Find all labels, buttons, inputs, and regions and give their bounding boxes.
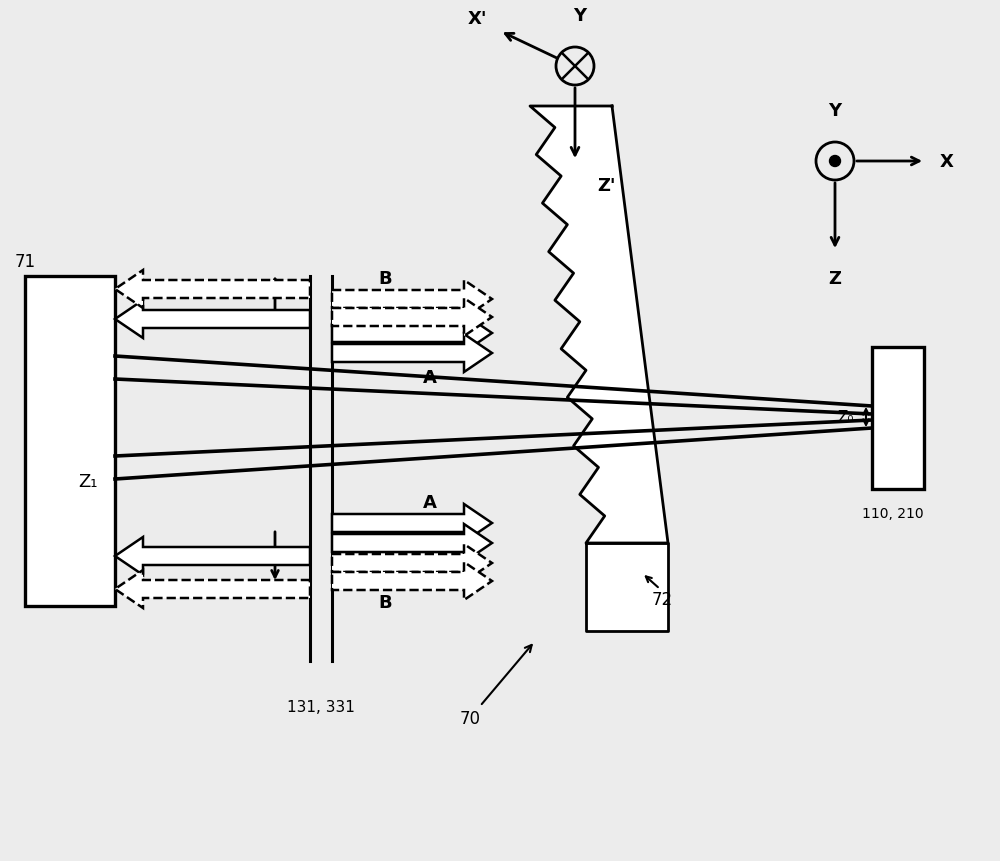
Polygon shape bbox=[115, 537, 310, 575]
Text: B: B bbox=[378, 593, 392, 611]
Text: Z₀: Z₀ bbox=[838, 410, 854, 425]
Text: Z₁: Z₁ bbox=[78, 473, 98, 491]
Text: Y: Y bbox=[573, 7, 587, 25]
Polygon shape bbox=[332, 314, 492, 353]
Polygon shape bbox=[586, 543, 668, 631]
Text: A: A bbox=[423, 369, 437, 387]
Bar bbox=[872, 348, 924, 489]
Polygon shape bbox=[332, 505, 492, 542]
Polygon shape bbox=[332, 335, 492, 373]
Bar bbox=[25, 276, 115, 606]
Text: A: A bbox=[423, 493, 437, 511]
Polygon shape bbox=[332, 281, 492, 319]
Polygon shape bbox=[332, 299, 492, 337]
Text: 131, 331: 131, 331 bbox=[287, 699, 355, 714]
Polygon shape bbox=[332, 524, 492, 562]
Text: Y: Y bbox=[828, 102, 842, 120]
Text: Z': Z' bbox=[597, 177, 616, 195]
Text: 72: 72 bbox=[652, 591, 673, 608]
Text: X: X bbox=[940, 152, 954, 170]
Circle shape bbox=[830, 157, 840, 167]
Text: X': X' bbox=[468, 10, 487, 28]
Text: 110, 210: 110, 210 bbox=[862, 506, 924, 520]
Polygon shape bbox=[332, 544, 492, 582]
Polygon shape bbox=[115, 570, 310, 608]
Text: 70: 70 bbox=[460, 645, 532, 728]
Polygon shape bbox=[115, 270, 310, 308]
Text: 71: 71 bbox=[15, 253, 36, 270]
Polygon shape bbox=[332, 562, 492, 600]
Text: B: B bbox=[378, 269, 392, 288]
Text: Z: Z bbox=[829, 269, 841, 288]
Polygon shape bbox=[115, 300, 310, 338]
Polygon shape bbox=[530, 107, 668, 543]
